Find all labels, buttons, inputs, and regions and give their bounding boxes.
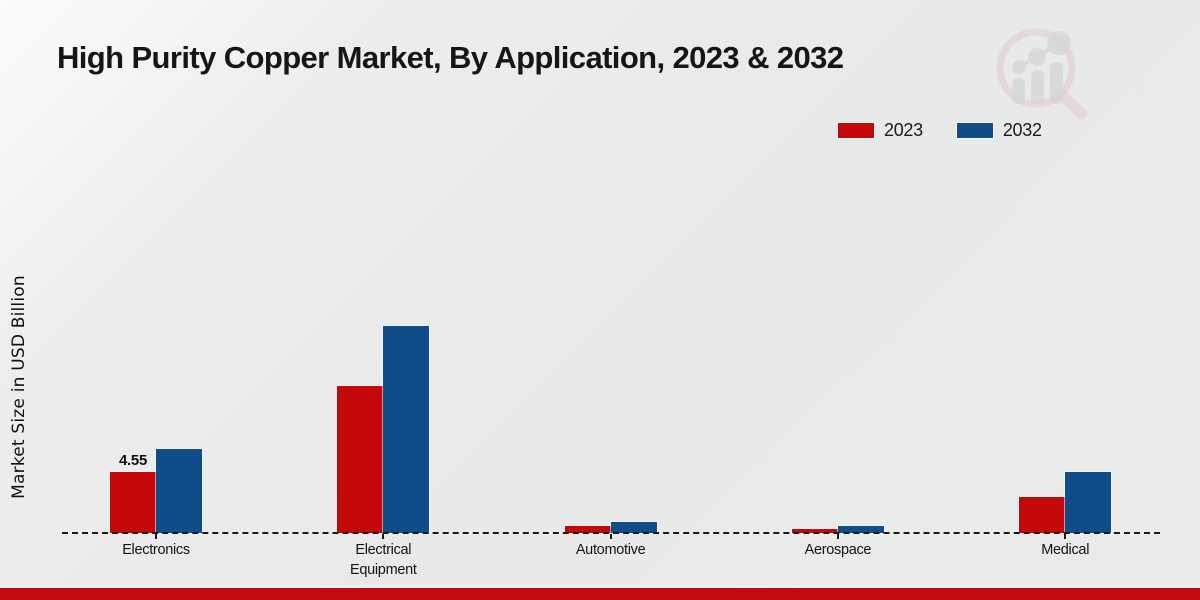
x-axis-tick bbox=[1064, 534, 1067, 539]
bar-medical-2032 bbox=[1065, 472, 1112, 533]
bar-aerospace-2023 bbox=[791, 529, 838, 533]
magnifier-growth-chart-icon bbox=[996, 28, 1088, 120]
x-axis-label-automotive: Automotive bbox=[575, 542, 646, 558]
footer-hairline bbox=[0, 586, 1200, 588]
footer-accent-bar bbox=[0, 588, 1200, 600]
legend-entry-2023: 2023 bbox=[838, 120, 923, 141]
bar-value-label: 4.55 bbox=[119, 452, 147, 469]
x-axis-label-electrical-equipment: Electrical Equipment bbox=[349, 542, 417, 578]
x-axis-tick bbox=[609, 534, 612, 539]
x-axis-tick bbox=[382, 534, 385, 539]
bar-electrical-equipment-2023 bbox=[337, 386, 384, 533]
bar-automotive-2023 bbox=[564, 526, 611, 533]
bar-electronics-2023 bbox=[110, 472, 156, 533]
legend-entry-2032: 2032 bbox=[956, 120, 1042, 141]
legend: 2023 2032 bbox=[838, 120, 1042, 141]
x-axis-label-medical: Medical bbox=[1041, 542, 1090, 558]
bar-electrical-equipment-2032 bbox=[383, 326, 430, 533]
bar-aerospace-2032 bbox=[837, 526, 884, 533]
bar-electronics-2032 bbox=[156, 449, 202, 533]
x-axis-tick bbox=[836, 534, 839, 539]
x-axis-baseline bbox=[62, 532, 1160, 534]
chart-title: High Purity Copper Market, By Applicatio… bbox=[57, 40, 844, 75]
legend-label-2023: 2023 bbox=[884, 120, 923, 140]
bar-medical-2023 bbox=[1019, 497, 1066, 533]
market-research-future-watermark-logo bbox=[982, 26, 1094, 120]
legend-label-2032: 2032 bbox=[1002, 120, 1042, 140]
x-axis-label-aerospace: Aerospace bbox=[804, 542, 872, 558]
legend-swatch-2032 bbox=[956, 123, 993, 138]
y-axis-title-text: Market Size in USD Billion bbox=[9, 275, 29, 499]
bar-automotive-2032 bbox=[610, 522, 657, 533]
x-axis-tick bbox=[155, 534, 157, 539]
x-axis-label-electronics: Electronics bbox=[122, 542, 190, 558]
legend-swatch-2023 bbox=[838, 123, 874, 138]
